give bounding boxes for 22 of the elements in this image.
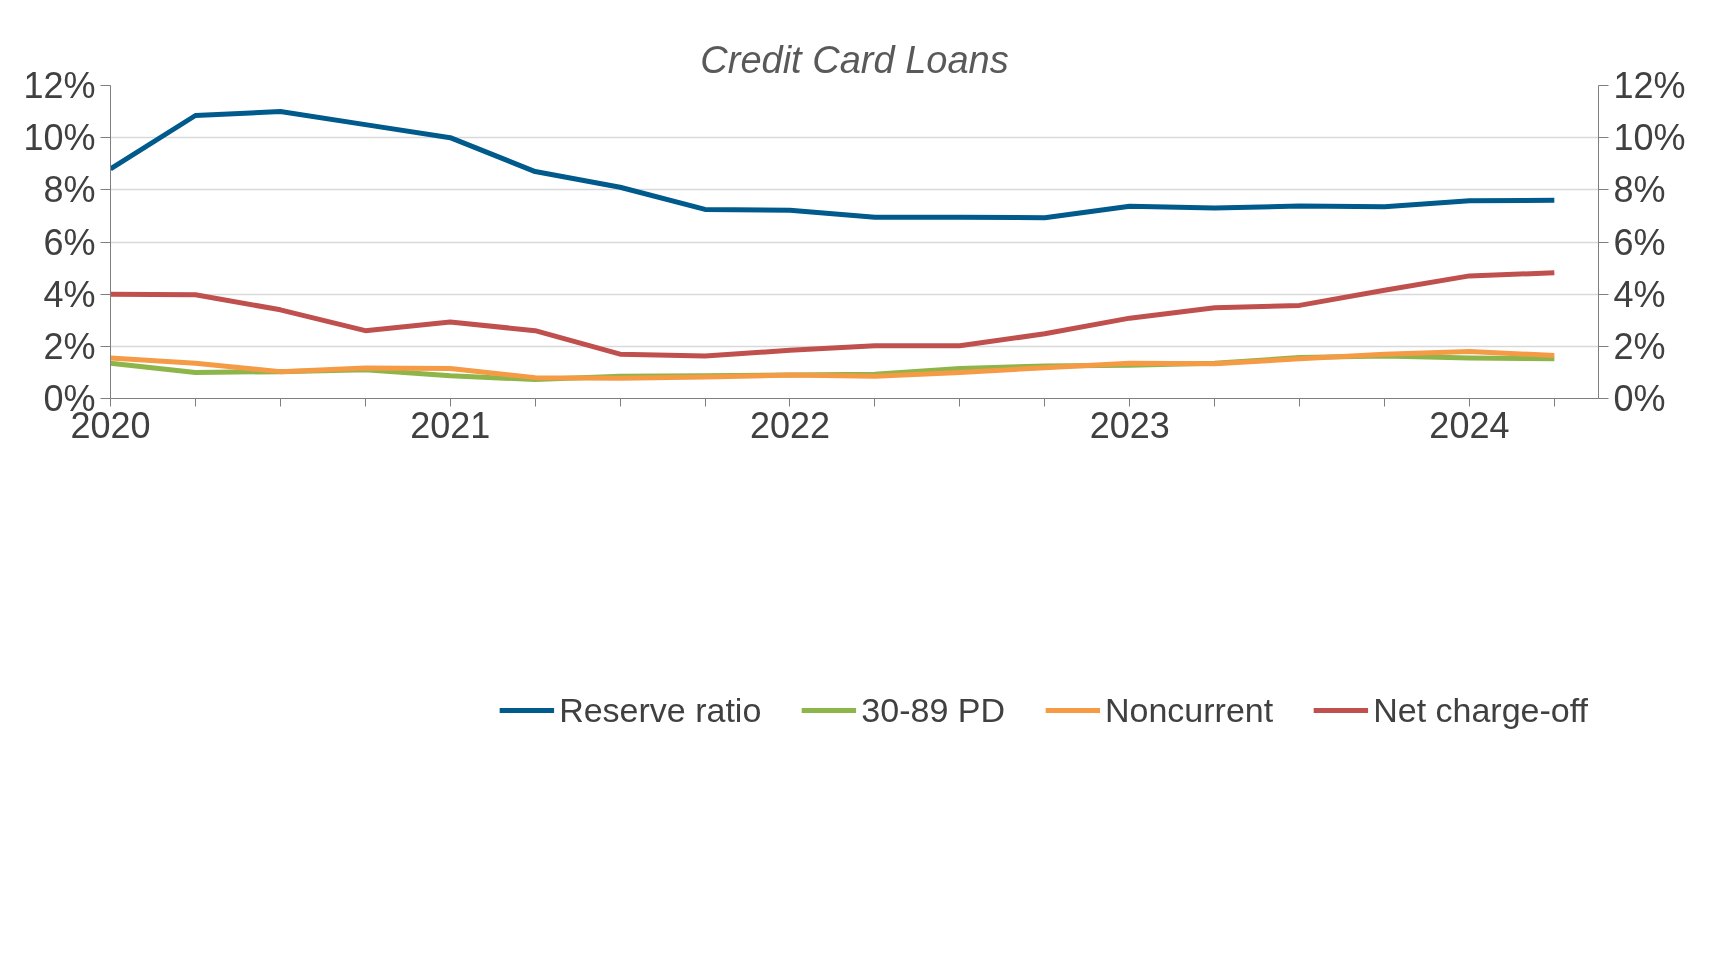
y-tick-label: 4% <box>43 273 96 315</box>
legend-label: Net charge-off <box>1373 690 1588 730</box>
y-tick-label: 6% <box>43 221 96 263</box>
x-tick-label: 2024 <box>1429 404 1510 446</box>
x-tick-label: 2023 <box>1089 404 1170 446</box>
y2-tick-label: 12% <box>1613 65 1686 106</box>
legend-label: Reserve ratio <box>559 690 762 730</box>
legend-label: Noncurrent <box>1104 690 1274 730</box>
y2-tick-label: 8% <box>1613 169 1666 211</box>
x-tick-label: 2021 <box>410 404 491 446</box>
y-tick-label: 8% <box>43 169 96 211</box>
y2-tick-label: 4% <box>1613 273 1666 315</box>
y-tick-label: 12% <box>23 65 96 106</box>
x-tick-label: 2022 <box>749 404 830 446</box>
y-tick-label: 10% <box>23 117 96 159</box>
y2-tick-label: 10% <box>1613 117 1686 159</box>
chart-title: Credit Card Loans <box>700 38 1009 81</box>
y2-tick-label: 0% <box>1613 378 1666 419</box>
legend-label: 30-89 PD <box>861 690 1005 730</box>
y2-tick-label: 6% <box>1613 221 1666 263</box>
y2-tick-label: 2% <box>1613 325 1666 367</box>
y-tick-label: 2% <box>43 325 96 367</box>
